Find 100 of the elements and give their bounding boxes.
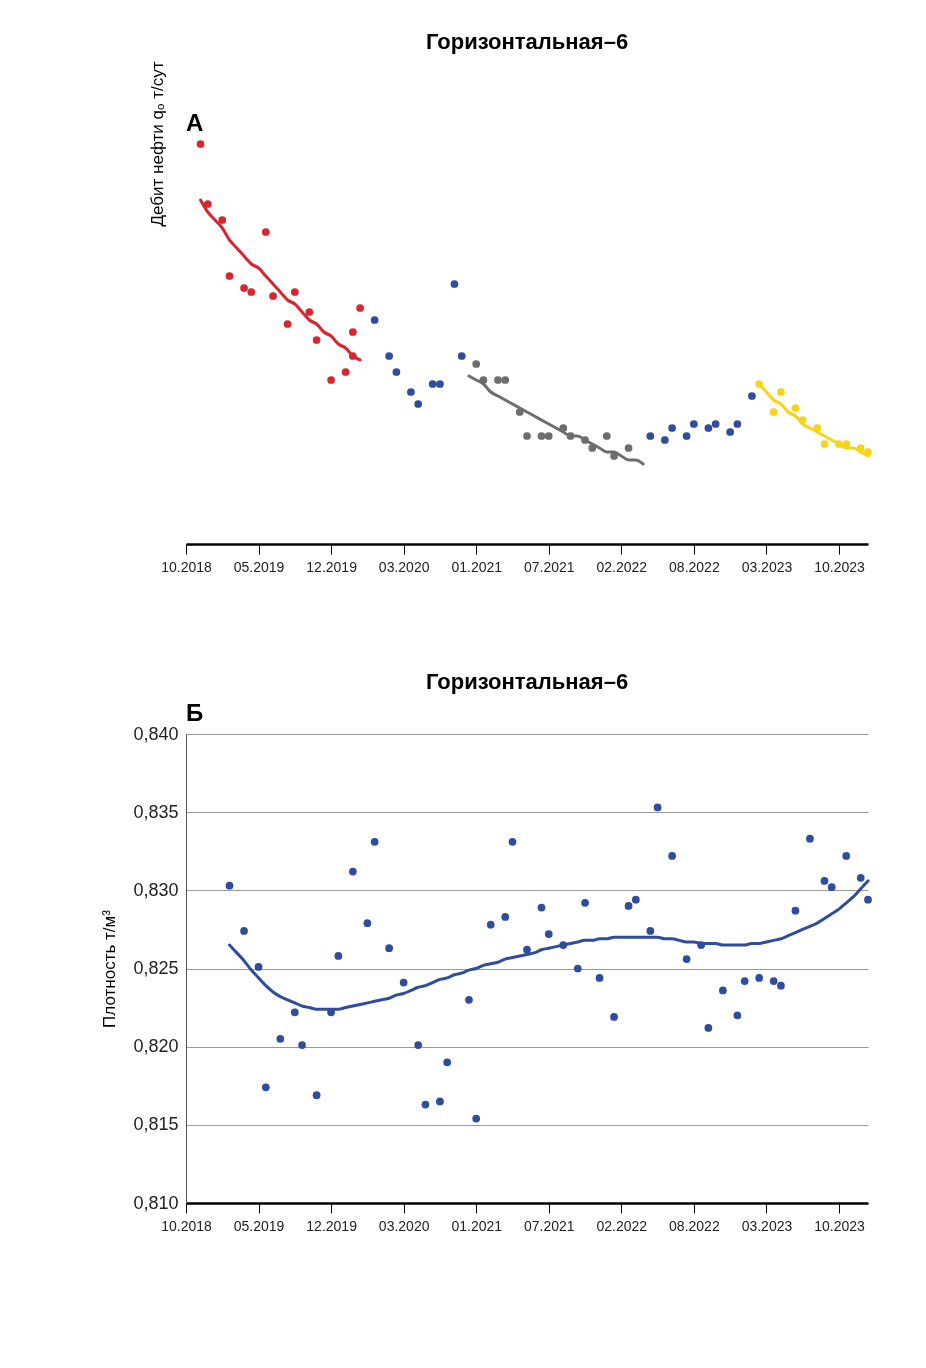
point xyxy=(820,877,829,885)
x-tick-label: 03.2020 xyxy=(378,1217,430,1234)
x-tick-label: 10.2018 xyxy=(161,1217,213,1234)
point xyxy=(450,280,459,288)
point xyxy=(777,388,785,396)
point xyxy=(421,1100,430,1109)
chart-title: Горизонтальная–6 xyxy=(425,669,629,694)
y-tick-label: 0,820 xyxy=(133,1036,179,1057)
point xyxy=(864,895,872,904)
point xyxy=(653,803,662,812)
point xyxy=(610,1013,618,1021)
point xyxy=(856,873,865,882)
point xyxy=(312,336,321,344)
point xyxy=(682,432,691,440)
point xyxy=(407,388,415,396)
point xyxy=(668,852,676,860)
point xyxy=(842,852,851,860)
point xyxy=(719,986,727,995)
y-axis-title: Плотность т/м³ xyxy=(100,909,120,1028)
point xyxy=(827,883,836,892)
y-tick-label: 0,825 xyxy=(133,958,179,978)
point xyxy=(349,867,357,876)
point xyxy=(414,400,423,408)
point xyxy=(624,444,633,452)
x-tick-label: 05.2019 xyxy=(233,1217,285,1234)
point xyxy=(791,906,800,915)
point xyxy=(769,977,778,985)
point xyxy=(370,316,379,324)
point xyxy=(544,930,553,938)
x-tick-label: 03.2020 xyxy=(378,558,430,575)
point xyxy=(196,140,205,148)
x-tick-label: 10.2023 xyxy=(814,1217,865,1234)
point xyxy=(733,1011,742,1020)
point xyxy=(820,440,829,448)
point xyxy=(370,838,379,846)
point xyxy=(225,881,234,890)
point xyxy=(261,1083,270,1092)
point xyxy=(537,903,546,912)
x-tick-label: 10.2018 xyxy=(161,558,213,575)
point xyxy=(646,927,655,935)
point xyxy=(443,1058,452,1067)
x-tick-label: 03.2023 xyxy=(741,558,793,575)
point xyxy=(305,308,314,316)
point xyxy=(748,392,756,400)
point xyxy=(385,944,394,953)
point xyxy=(385,352,394,360)
point xyxy=(769,408,778,416)
x-tick-label: 10.2023 xyxy=(814,558,865,575)
point xyxy=(486,920,495,929)
point xyxy=(755,974,764,982)
point xyxy=(494,376,502,384)
point xyxy=(726,428,735,436)
point xyxy=(240,284,248,292)
point xyxy=(334,952,343,960)
y-tick-label: 0,830 xyxy=(133,879,179,900)
x-tick-label: 07.2021 xyxy=(523,1217,575,1234)
point xyxy=(341,368,350,376)
point xyxy=(283,320,292,328)
point xyxy=(240,927,248,935)
point xyxy=(247,288,256,296)
x-tick-label: 12.2019 xyxy=(306,558,358,575)
point xyxy=(704,1024,713,1032)
point xyxy=(436,380,444,388)
point xyxy=(203,200,212,208)
point xyxy=(668,424,676,432)
y-axis-title: Дебит нефти qₒ т/сут xyxy=(148,61,167,227)
point xyxy=(457,352,466,360)
point xyxy=(573,964,582,973)
point xyxy=(682,955,691,963)
point xyxy=(631,895,640,904)
point xyxy=(544,432,553,440)
chart-title: Горизонтальная–6 xyxy=(425,28,629,54)
point xyxy=(740,977,749,985)
point xyxy=(254,963,263,971)
point xyxy=(392,368,401,376)
point xyxy=(261,228,270,236)
point xyxy=(602,432,611,440)
x-tick-label: 08.2022 xyxy=(669,1217,720,1234)
y-tick-label: 0,815 xyxy=(133,1114,179,1135)
point xyxy=(327,376,335,384)
point xyxy=(595,974,604,982)
x-tick-label: 02.2022 xyxy=(596,558,648,575)
x-tick-label: 12.2019 xyxy=(306,1217,358,1234)
point xyxy=(290,1008,299,1017)
y-tick-label: 0,840 xyxy=(133,723,179,744)
point xyxy=(349,328,357,336)
x-tick-label: 08.2022 xyxy=(669,558,720,575)
x-tick-label: 01.2021 xyxy=(451,558,503,575)
point xyxy=(356,304,364,312)
point xyxy=(276,1034,285,1043)
y-tick-label: 0,835 xyxy=(133,801,179,822)
point xyxy=(537,432,546,440)
text: А xyxy=(186,109,204,136)
point xyxy=(298,1041,306,1049)
point xyxy=(711,420,720,428)
point xyxy=(218,216,227,224)
point xyxy=(428,380,437,388)
point xyxy=(646,432,655,440)
point xyxy=(269,292,277,300)
point xyxy=(472,1114,481,1123)
